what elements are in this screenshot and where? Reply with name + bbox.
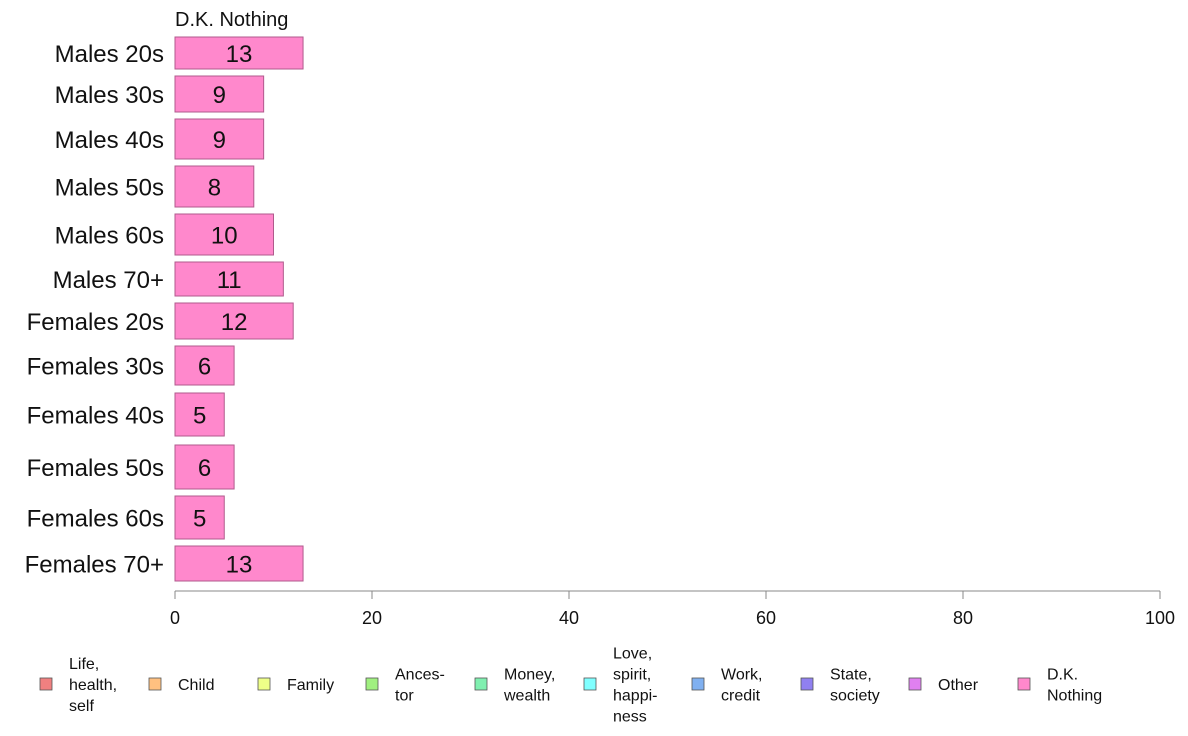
bar-value-label: 5 <box>193 403 206 430</box>
legend-label: Child <box>178 677 214 694</box>
legend-swatch <box>148 677 162 691</box>
legend-label: Family <box>287 677 334 694</box>
bar-value-label: 9 <box>213 82 226 109</box>
bar <box>174 118 265 160</box>
bar-value-label: 13 <box>226 41 253 68</box>
legend-label: Ances-tor <box>395 667 445 705</box>
legend-swatch <box>1017 677 1031 691</box>
bar <box>174 444 235 490</box>
category-label: Males 40s <box>55 127 164 154</box>
bar <box>174 495 225 540</box>
x-tick-label: 0 <box>170 608 180 628</box>
category-label: Females 30s <box>27 354 164 381</box>
x-axis: 0 20 40 60 80 100 <box>170 590 1175 628</box>
x-tick-label: 20 <box>362 608 382 628</box>
legend-label: Work, credit <box>721 667 762 705</box>
bar <box>174 261 284 297</box>
category-label: Females 20s <box>27 309 164 336</box>
category-label: Males 50s <box>55 175 164 202</box>
bar-value-label: 10 <box>211 223 238 250</box>
x-tick-label: 80 <box>953 608 973 628</box>
legend-label: Love, spirit, happi-ness <box>613 646 657 726</box>
bar-value-label: 6 <box>198 455 211 482</box>
bar <box>174 75 265 113</box>
bar-value-label: 12 <box>221 309 248 336</box>
legend-label: D.K. Nothing <box>1047 667 1102 705</box>
legend-label: Money, wealth <box>503 667 555 705</box>
x-tick-label: 100 <box>1145 608 1175 628</box>
bar <box>174 545 304 582</box>
category-label: Females 70+ <box>25 552 164 579</box>
category-label: Males 60s <box>55 223 164 250</box>
bar-value-label: 8 <box>208 175 221 202</box>
legend-swatch <box>583 677 597 691</box>
bar-value-label: 11 <box>217 267 242 294</box>
bar <box>174 36 304 70</box>
x-tick-label: 60 <box>756 608 776 628</box>
legend-swatch <box>39 677 53 691</box>
series-title: D.K. Nothing <box>175 9 288 31</box>
bar-value-label: 9 <box>213 127 226 154</box>
category-label: Females 60s <box>27 506 164 533</box>
bar <box>174 345 235 386</box>
legend-swatch <box>800 677 814 691</box>
bar <box>174 213 274 256</box>
bar <box>174 165 255 208</box>
bar-value-label: 13 <box>226 552 253 579</box>
category-label: Females 40s <box>27 403 164 430</box>
legend-swatch <box>257 677 271 691</box>
legend-swatch <box>908 677 922 691</box>
legend-swatch <box>365 677 379 691</box>
legend-swatch <box>691 677 705 691</box>
legend: Life, health, self Child Family Ances-tor Mone… <box>39 646 1102 726</box>
category-label: Females 50s <box>27 455 164 482</box>
category-label: Males 20s <box>55 41 164 68</box>
x-tick-label: 40 <box>559 608 579 628</box>
bar <box>174 302 294 340</box>
category-label: Males 70+ <box>53 267 164 294</box>
legend-label: Life, health, self <box>69 656 117 715</box>
legend-label: State, society <box>830 667 880 705</box>
legend-swatch <box>474 677 488 691</box>
bar-value-label: 6 <box>198 354 211 381</box>
bar-value-label: 5 <box>193 506 206 533</box>
bars-group: 13 Males 20s 9 Males 30s 9 Males 40s 8 Males 50… <box>25 36 304 582</box>
category-label: Males 30s <box>55 82 164 109</box>
bar <box>174 392 225 437</box>
legend-label: Other <box>938 677 979 694</box>
